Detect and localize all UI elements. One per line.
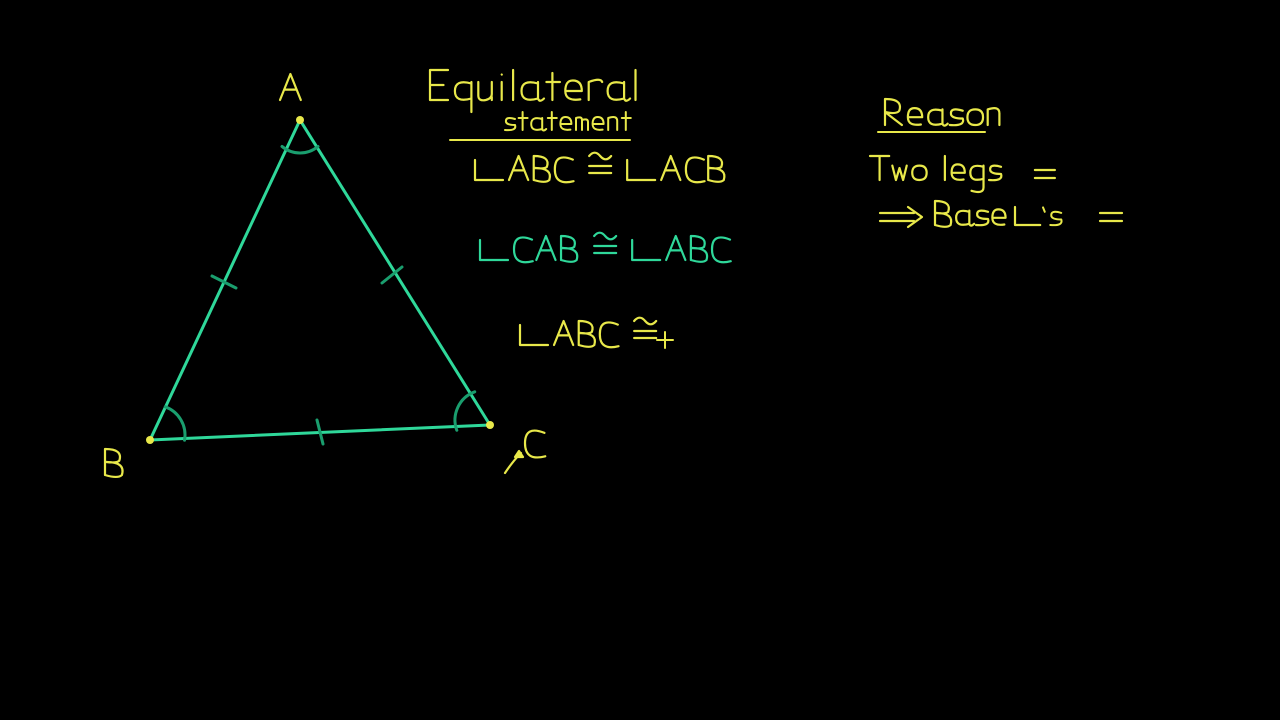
vertex-label-c	[525, 431, 545, 458]
reason-line-1	[870, 156, 1001, 192]
statement-1-rhs	[661, 156, 724, 182]
reason-angles-suffix	[1043, 207, 1062, 225]
vertex-label-b	[105, 449, 123, 477]
heading-reason	[885, 99, 999, 126]
vertex-label-a	[280, 74, 301, 100]
statement-3-lhs	[554, 321, 619, 347]
blackboard-canvas	[0, 0, 1280, 720]
statement-2-rhs	[666, 236, 731, 262]
heading-statement	[505, 112, 631, 131]
reason-line-2	[935, 201, 1006, 227]
statement-2-lhs	[514, 236, 577, 262]
heading-equilateral	[430, 70, 636, 112]
statement-1-lhs	[509, 156, 574, 182]
